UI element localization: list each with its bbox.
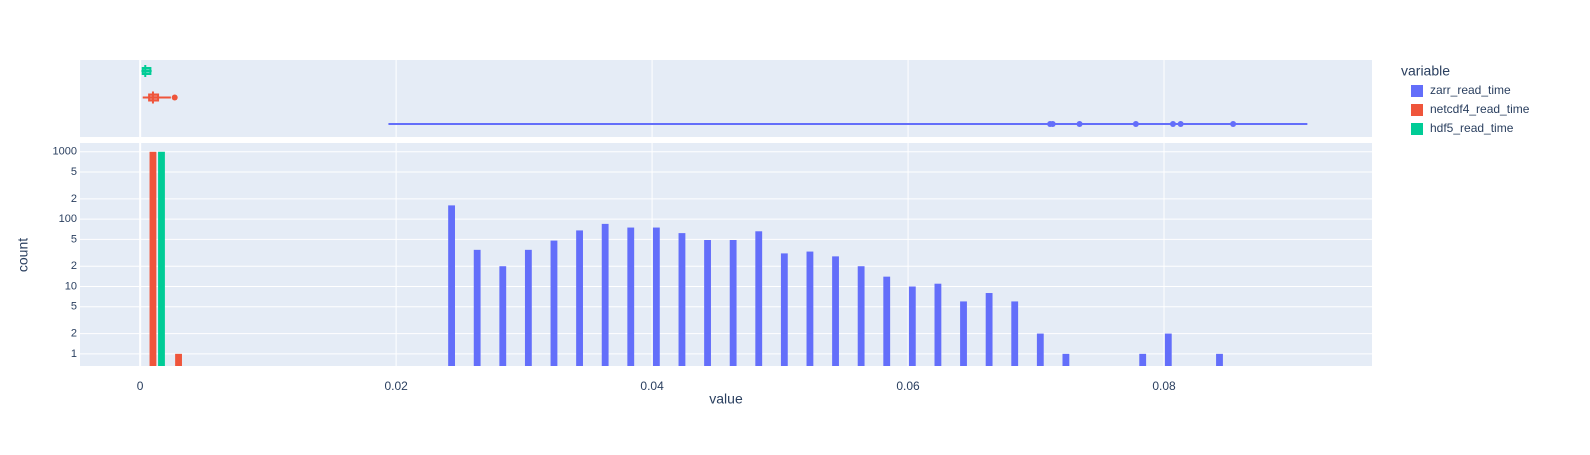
box-outlier — [171, 94, 178, 101]
x-tick-label: 0.06 — [896, 379, 920, 393]
bar — [704, 240, 711, 366]
y-tick-label: 5 — [71, 301, 77, 313]
bar — [985, 293, 993, 366]
box-outlier — [1132, 121, 1139, 127]
box-outlier — [1049, 121, 1056, 127]
bar — [1164, 333, 1172, 366]
y-tick-label: 2 — [71, 260, 77, 272]
bar — [175, 353, 182, 366]
bar — [729, 240, 737, 366]
x-tick-label: 0.02 — [384, 379, 408, 393]
bar — [678, 233, 686, 366]
bar — [960, 301, 967, 366]
bar — [576, 230, 583, 366]
bar — [550, 240, 558, 366]
bar — [499, 266, 507, 366]
bar — [934, 283, 942, 366]
bar — [1139, 353, 1147, 366]
legend-label: netcdf4_read_time — [1430, 102, 1530, 116]
y-tick-label: 2 — [71, 193, 77, 205]
legend-title: variable — [1401, 63, 1450, 79]
y-tick-label: 2 — [71, 327, 77, 339]
y-tick-label: 100 — [59, 213, 77, 225]
bar — [832, 256, 839, 366]
bar — [883, 276, 891, 366]
legend-label: hdf5_read_time — [1430, 121, 1514, 135]
y-tick-label: 5 — [71, 233, 77, 245]
bar — [1036, 333, 1044, 366]
box-outlier — [1230, 121, 1237, 127]
x-tick-label: 0.04 — [640, 379, 664, 393]
x-tick-label: 0 — [137, 379, 144, 393]
y-tick-label: 1 — [71, 348, 77, 360]
bar — [857, 266, 865, 366]
y-tick-label: 5 — [71, 166, 77, 178]
box-body — [141, 67, 152, 75]
box-outlier — [1177, 121, 1184, 127]
bar — [908, 286, 916, 366]
bar — [627, 227, 635, 366]
bar — [601, 223, 609, 366]
box-outlier — [1169, 121, 1176, 127]
legend-swatch — [1411, 123, 1423, 135]
bar — [652, 227, 660, 366]
legend-swatch — [1411, 104, 1423, 116]
y-tick-label: 10 — [65, 280, 77, 292]
bar — [806, 251, 814, 366]
bar — [158, 151, 165, 366]
plot-area — [80, 143, 1372, 366]
y-axis-title: count — [15, 238, 31, 272]
legend-swatch — [1411, 85, 1423, 97]
bar — [149, 151, 157, 366]
box-outlier — [1076, 121, 1083, 127]
y-tick-label: 1000 — [53, 146, 77, 158]
bar — [1216, 353, 1223, 366]
bar — [448, 205, 455, 366]
bar — [524, 249, 532, 366]
bar — [780, 253, 788, 366]
bar — [755, 231, 763, 366]
bar — [473, 249, 481, 366]
x-axis-title: value — [709, 391, 743, 407]
bar — [1062, 353, 1070, 366]
legend-label: zarr_read_time — [1430, 83, 1511, 97]
bar — [1011, 301, 1019, 366]
x-tick-label: 0.08 — [1152, 379, 1176, 393]
